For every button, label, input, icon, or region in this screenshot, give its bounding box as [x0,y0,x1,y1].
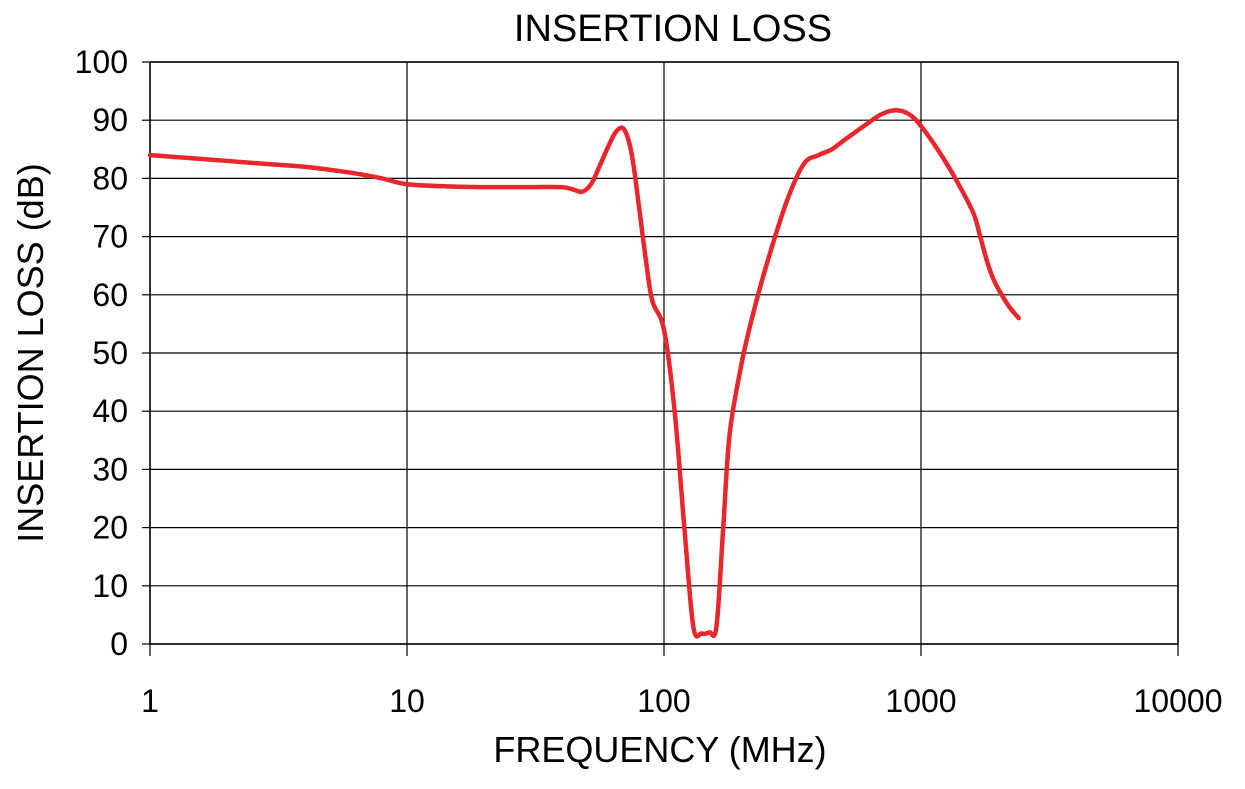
y-tick-label: 10 [92,568,128,604]
x-tick-label: 100 [637,683,690,719]
x-tick-labels: 1 10 100 1000 10000 [141,683,1222,719]
y-tick-label: 40 [92,393,128,429]
x-axis-label: FREQUENCY (MHz) [493,729,826,770]
y-tick-label: 20 [92,510,128,546]
x-tick-label: 10000 [1134,683,1223,719]
y-tick-label: 60 [92,277,128,313]
y-tick-label: 100 [75,44,128,80]
plot-frame [149,61,1179,645]
y-axis-label: INSERTION LOSS (dB) [10,163,51,542]
x-tick-label: 10 [389,683,425,719]
y-tick-label: 0 [110,626,128,662]
y-tick-label: 70 [92,219,128,255]
y-tick-label: 80 [92,160,128,196]
y-tick-label: 50 [92,335,128,371]
y-tick-label: 30 [92,451,128,487]
y-tick-label: 90 [92,102,128,138]
x-tick-label: 1000 [885,683,956,719]
y-tick-labels: 0 10 20 30 40 50 60 70 80 90 100 [75,44,128,662]
insertion-loss-curve [147,108,1021,639]
chart-title: INSERTION LOSS [514,8,832,50]
x-tick-label: 1 [141,683,159,719]
